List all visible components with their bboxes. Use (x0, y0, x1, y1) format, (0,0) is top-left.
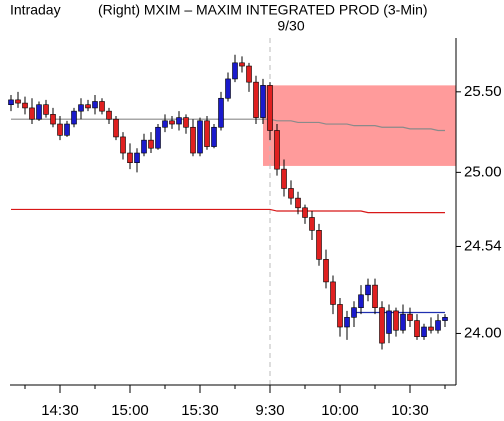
candle-body (400, 313, 406, 331)
y-tick-label: 25.00 (464, 163, 502, 180)
candle-body (358, 294, 364, 308)
candle-body (71, 110, 77, 125)
candle-body (120, 136, 126, 154)
candle-body (414, 320, 420, 337)
candle-body (57, 123, 63, 136)
x-tick-label: 10:00 (321, 402, 359, 419)
candle-body (225, 78, 231, 99)
candle-body (351, 307, 357, 318)
chart-title: Intraday (10, 2, 61, 18)
candle-body (393, 310, 399, 331)
candle-body (211, 126, 217, 147)
candle-body (386, 310, 392, 334)
candle-body (330, 281, 336, 305)
candle-body (288, 188, 294, 199)
candle-body (421, 326, 427, 337)
candle-body (176, 117, 182, 125)
candle-body (407, 313, 413, 321)
candle-body (372, 284, 378, 308)
candle-body (316, 230, 322, 260)
candle-body (309, 217, 315, 231)
x-tick-label: 15:00 (111, 402, 149, 419)
candle-body (169, 120, 175, 125)
y-tick-label: 24.54 (464, 237, 502, 254)
candle-body (99, 101, 105, 112)
y-tick-label: 25.50 (464, 83, 502, 100)
candle-body (36, 104, 42, 120)
candle-body (232, 62, 238, 80)
candle-body (218, 97, 224, 128)
candle-body (197, 120, 203, 154)
candle-body (344, 317, 350, 328)
chart-subtitle: (Right) MXIM – MAXIM INTEGRATED PROD (3-… (98, 2, 428, 18)
reference-line (11, 118, 445, 132)
candle-body (442, 317, 448, 321)
candle-body (302, 207, 308, 218)
candle-body (134, 152, 140, 163)
candle-body (295, 197, 301, 209)
candle-body (323, 259, 329, 283)
candle-body (183, 117, 189, 128)
candle-body (64, 123, 70, 136)
candle-body (190, 126, 196, 154)
candle-body (8, 99, 14, 106)
reference-line (11, 208, 445, 214)
x-tick-label: 10:30 (391, 402, 429, 419)
candle-body (113, 118, 119, 138)
candle-body (85, 104, 91, 109)
candle-body (281, 168, 287, 189)
candle-body (29, 107, 35, 120)
candle-body (15, 99, 21, 104)
x-tick-label: 9:30 (255, 402, 284, 419)
candle-body (239, 62, 245, 67)
x-tick-label: 14:30 (41, 402, 79, 419)
x-tick-label: 15:30 (181, 402, 219, 419)
candle-body (50, 114, 56, 125)
candle-body (148, 139, 154, 149)
candle-body (365, 284, 371, 296)
date-annotation: 9/30 (277, 18, 304, 34)
candle-body (267, 85, 273, 131)
candle-body (379, 307, 385, 344)
candle-body (155, 126, 161, 149)
candle-body (260, 85, 266, 118)
candle-body (337, 304, 343, 328)
candle-body (78, 104, 84, 112)
candle-body (106, 110, 112, 120)
candle-body (92, 101, 98, 109)
candle-body (274, 130, 280, 170)
candle-body (127, 152, 133, 163)
candle-body (246, 65, 252, 83)
candle-body (22, 102, 28, 109)
candle-body (141, 139, 147, 154)
y-tick-label: 24.00 (464, 324, 502, 341)
candle-body (253, 81, 259, 118)
candle-body (204, 120, 210, 147)
candle-body (43, 104, 49, 115)
candle-body (162, 120, 168, 128)
candle-body (435, 320, 441, 331)
candle-body (428, 326, 434, 331)
